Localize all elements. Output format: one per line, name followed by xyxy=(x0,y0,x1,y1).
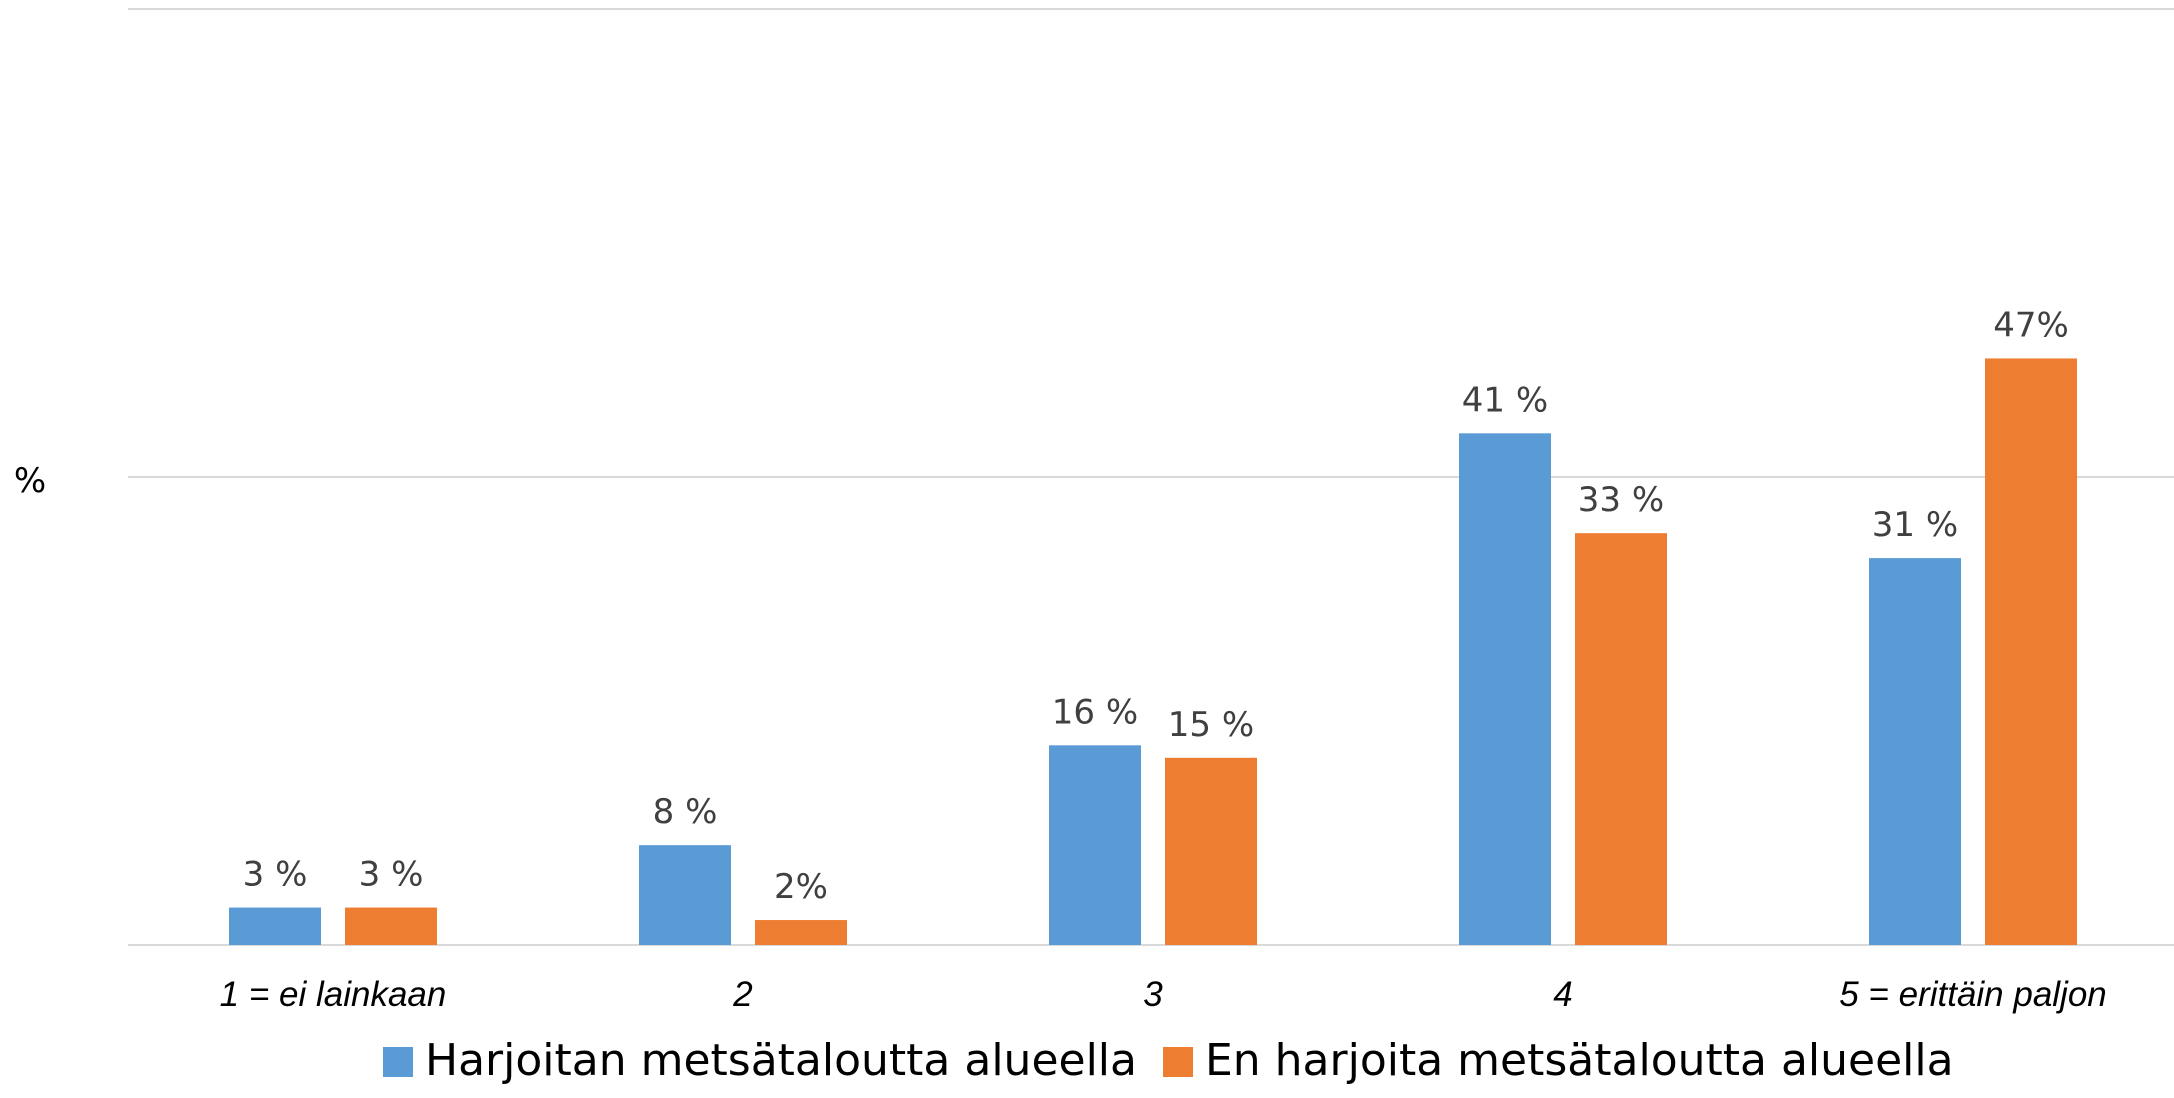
bar-series1-cat4 xyxy=(1459,433,1551,945)
bar-series1-cat5 xyxy=(1869,558,1961,945)
data-label: 31 % xyxy=(1872,505,1958,545)
bar-series2-cat5 xyxy=(1985,358,2077,945)
legend-label: Harjoitan metsätaloutta alueella xyxy=(425,1035,1137,1086)
legend-swatch xyxy=(383,1047,413,1077)
data-label: 47% xyxy=(1993,305,2069,345)
data-label: 16 % xyxy=(1052,692,1138,732)
category-label: 3 xyxy=(1143,975,1163,1014)
bars xyxy=(229,358,2077,945)
data-label: 15 % xyxy=(1168,705,1254,745)
category-label: 4 xyxy=(1553,975,1572,1014)
legend: Harjoitan metsätaloutta alueella En harjo… xyxy=(383,1035,1954,1086)
bar-series2-cat3 xyxy=(1165,757,1257,945)
gridlines xyxy=(128,8,2174,946)
data-label: 8 % xyxy=(653,792,718,832)
bar-series1-cat2 xyxy=(639,845,731,945)
category-axis-labels: 1 = ei lainkaan 2 3 4 5 = erittäin paljon xyxy=(220,975,2107,1014)
data-label: 33 % xyxy=(1578,480,1664,520)
y-axis-label: % xyxy=(14,461,46,501)
bar-series2-cat1 xyxy=(345,907,437,945)
data-label: 41 % xyxy=(1462,380,1548,420)
category-label: 1 = ei lainkaan xyxy=(220,975,447,1014)
data-label: 2% xyxy=(774,867,828,907)
legend-label: En harjoita metsätaloutta alueella xyxy=(1205,1035,1954,1086)
data-label: 3 % xyxy=(359,855,424,895)
data-label: 3 % xyxy=(243,855,308,895)
category-label: 5 = erittäin paljon xyxy=(1839,975,2107,1014)
bar-series2-cat2 xyxy=(755,920,847,945)
legend-swatch xyxy=(1163,1047,1193,1077)
bar-series1-cat1 xyxy=(229,907,321,945)
data-labels: 3 % 3 % 8 % 2% 16 % 15 % 41 % 33 % 31 % 47% xyxy=(243,305,2069,907)
bar-series2-cat4 xyxy=(1575,533,1667,945)
category-label: 2 xyxy=(732,975,752,1014)
bar-series1-cat3 xyxy=(1049,745,1141,945)
